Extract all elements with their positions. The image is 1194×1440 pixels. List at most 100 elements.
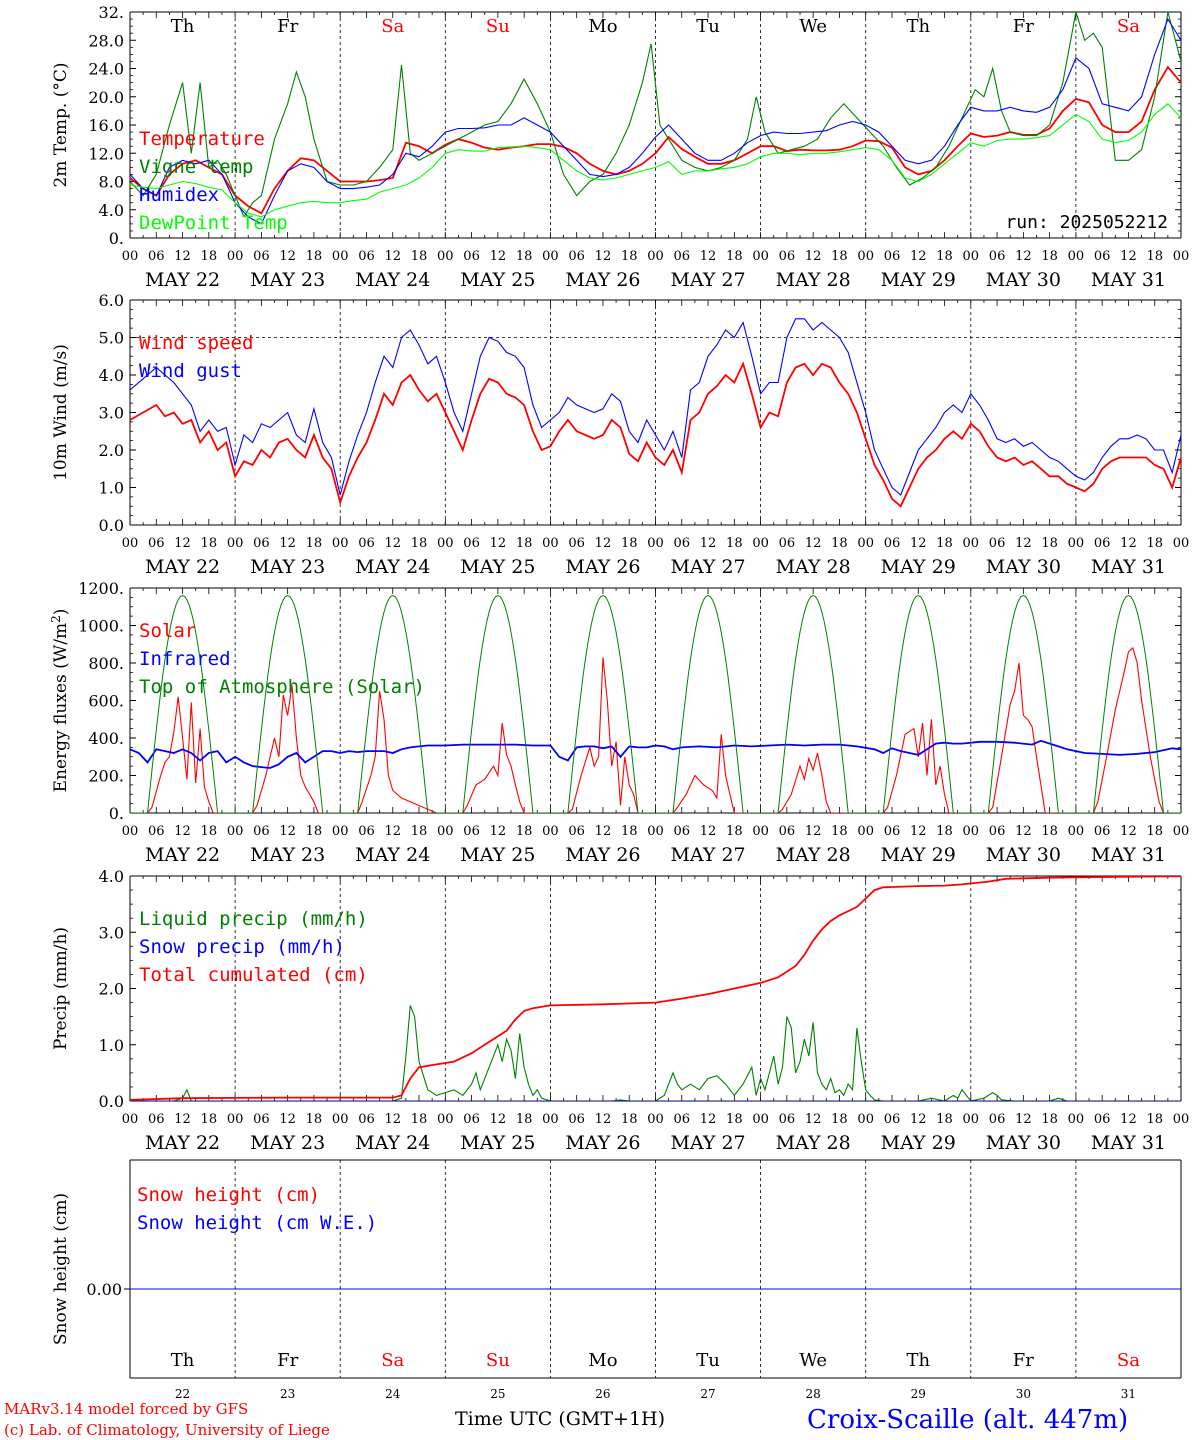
time-axis-label: Time UTC (GMT+1H): [455, 1408, 665, 1430]
hour-label: 00: [857, 536, 874, 551]
hour-label: 12: [490, 824, 507, 839]
date-label: MAY 27: [670, 844, 745, 866]
hour-label: 06: [989, 249, 1006, 264]
panel-precip: 0.0 1.0 2.0 3.0 4.0 Precip (mm/h) Liquid preci…: [51, 867, 1189, 1154]
hour-label: 00: [227, 1112, 244, 1127]
hour-label: 12: [1015, 1112, 1032, 1127]
y-tick-label: 24.0: [88, 60, 124, 79]
day-number: 26: [595, 1387, 610, 1401]
hour-label: 12: [384, 536, 401, 551]
date-label: MAY 28: [776, 269, 851, 291]
date-label: MAY 23: [250, 844, 325, 866]
model-credit: MARv3.14 model forced by GFS: [4, 1400, 248, 1418]
date-label: MAY 30: [986, 844, 1061, 866]
day-name: Fr: [1013, 16, 1034, 37]
series-line: [130, 647, 1181, 813]
hour-label: 06: [463, 1112, 480, 1127]
hour-label: 18: [306, 536, 323, 551]
hour-label: 06: [884, 249, 901, 264]
hour-label: 18: [621, 536, 638, 551]
hour-label: 06: [989, 536, 1006, 551]
hour-label: 06: [779, 824, 796, 839]
y-tick-label: 1000.: [78, 617, 124, 636]
series-line: [1075, 594, 1181, 813]
hour-label: 18: [201, 1112, 218, 1127]
hour-label: 00: [332, 249, 349, 264]
hour-label: 12: [174, 249, 191, 264]
date-label: MAY 30: [986, 269, 1061, 291]
y-tick-label: 400.: [88, 729, 124, 748]
day-number: 24: [385, 1387, 401, 1401]
series-line: [445, 594, 551, 813]
hour-label: 06: [148, 1112, 165, 1127]
date-label: MAY 29: [881, 556, 956, 578]
hour-label: 06: [568, 1112, 585, 1127]
y-tick-label: 28.0: [88, 31, 124, 50]
hour-label: 12: [1120, 249, 1137, 264]
day-number: 22: [175, 1387, 190, 1401]
hour-label: 00: [647, 249, 664, 264]
series-line: [340, 594, 446, 813]
hour-label: 18: [936, 249, 953, 264]
series-line: [130, 1005, 1181, 1101]
legend-entry: Vigne temp: [139, 156, 253, 178]
hour-label: 00: [752, 536, 769, 551]
hour-label: 12: [279, 824, 296, 839]
day-number: 28: [806, 1387, 821, 1401]
hour-label: 12: [174, 824, 191, 839]
series-line: [550, 594, 656, 813]
hour-label: 00: [857, 1112, 874, 1127]
legend-entry: Solar: [139, 620, 196, 642]
hour-label: 12: [174, 1112, 191, 1127]
hour-label: 00: [437, 249, 454, 264]
day-name: Th: [171, 1350, 195, 1371]
hour-label: 12: [595, 1112, 612, 1127]
hour-label: 18: [306, 824, 323, 839]
hour-label: 12: [384, 249, 401, 264]
y-tick-label: 0.00: [86, 1280, 122, 1299]
legend-entry: Snow height (cm W.E.): [137, 1212, 377, 1234]
y-tick-label: 0.0: [99, 516, 124, 535]
date-label: MAY 24: [355, 556, 430, 578]
hour-label: 18: [411, 1112, 428, 1127]
y-tick-label: 4.0: [99, 867, 124, 886]
hour-label: 00: [122, 1112, 139, 1127]
hour-label: 18: [726, 249, 743, 264]
date-label: MAY 23: [250, 269, 325, 291]
hour-label: 06: [253, 1112, 270, 1127]
hour-label: 12: [384, 1112, 401, 1127]
hour-label: 00: [542, 249, 559, 264]
date-label: MAY 22: [145, 1132, 220, 1154]
date-label: MAY 30: [986, 556, 1061, 578]
date-label: MAY 24: [355, 844, 430, 866]
lab-credit: (c) Lab. of Climatology, University of L…: [4, 1421, 330, 1439]
day-name: Fr: [277, 16, 298, 37]
hour-label: 00: [647, 536, 664, 551]
hour-label: 00: [227, 824, 244, 839]
hour-label: 06: [674, 824, 691, 839]
y-tick-label: 0.: [109, 804, 124, 823]
series-group: [130, 594, 1181, 813]
hour-label: 12: [1120, 536, 1137, 551]
y-axis-title: Energy fluxes (W/m2): [49, 609, 71, 793]
hour-label: 00: [1173, 824, 1190, 839]
series-line: [130, 318, 1181, 496]
date-label: MAY 25: [460, 269, 535, 291]
hour-label: 06: [674, 249, 691, 264]
day-number: 27: [700, 1387, 715, 1401]
date-label: MAY 29: [881, 1132, 956, 1154]
hour-label: 00: [227, 249, 244, 264]
legend-entry: Snow precip (mm/h): [139, 936, 345, 958]
hour-label: 18: [831, 1112, 848, 1127]
date-label: MAY 28: [776, 556, 851, 578]
legend-entry: Wind gust: [139, 360, 242, 382]
hour-label: 00: [963, 1112, 980, 1127]
day-name: Tu: [696, 1350, 720, 1371]
hour-label: 00: [332, 536, 349, 551]
date-label: MAY 27: [670, 269, 745, 291]
date-label: MAY 23: [250, 556, 325, 578]
date-label: MAY 25: [460, 844, 535, 866]
y-tick-label: 0.0: [99, 1092, 124, 1111]
hour-label: 00: [752, 824, 769, 839]
series-line: [130, 876, 1181, 1101]
